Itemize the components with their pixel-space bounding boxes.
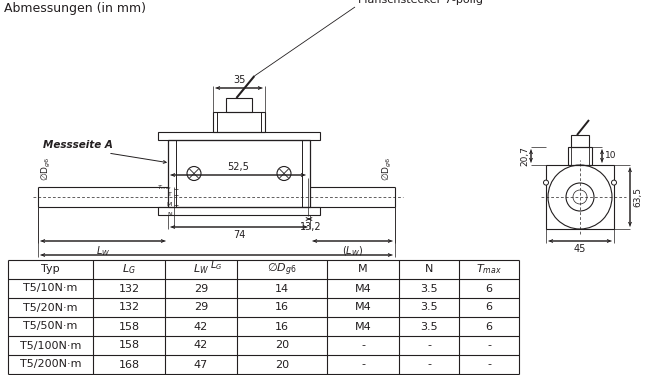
Text: -: - bbox=[427, 360, 431, 369]
Bar bbox=[568, 147, 592, 165]
Text: M4: M4 bbox=[355, 321, 371, 332]
Text: 3.5: 3.5 bbox=[420, 303, 438, 312]
Text: -: - bbox=[361, 360, 365, 369]
Text: 20: 20 bbox=[275, 340, 289, 351]
Text: 6: 6 bbox=[486, 303, 492, 312]
Text: 132: 132 bbox=[118, 303, 140, 312]
Text: 14: 14 bbox=[275, 284, 289, 294]
Text: 74: 74 bbox=[233, 230, 245, 240]
Text: 6: 6 bbox=[486, 321, 492, 332]
Text: 47: 47 bbox=[194, 360, 208, 369]
Text: 3.5: 3.5 bbox=[420, 321, 438, 332]
Bar bbox=[571, 135, 589, 147]
Text: 63,5: 63,5 bbox=[633, 187, 642, 207]
Text: 158: 158 bbox=[118, 340, 140, 351]
Circle shape bbox=[543, 180, 549, 185]
Text: N: N bbox=[167, 213, 172, 217]
Text: 52,5: 52,5 bbox=[227, 162, 249, 172]
Bar bbox=[226, 98, 252, 112]
Text: 42: 42 bbox=[194, 340, 208, 351]
Text: 45: 45 bbox=[574, 244, 586, 254]
Text: Typ: Typ bbox=[41, 264, 60, 274]
Text: -: - bbox=[487, 360, 491, 369]
Text: N: N bbox=[425, 264, 434, 274]
Bar bbox=[158, 207, 320, 215]
Bar bbox=[213, 112, 265, 132]
Text: T5/10N·m: T5/10N·m bbox=[23, 284, 78, 294]
Text: 168: 168 bbox=[118, 360, 140, 369]
Text: T5/100N·m: T5/100N·m bbox=[20, 340, 81, 351]
Text: $T_{max}$: $T_{max}$ bbox=[157, 183, 172, 192]
Text: $T_{max}$: $T_{max}$ bbox=[476, 262, 502, 276]
Text: M4: M4 bbox=[355, 303, 371, 312]
Text: M4: M4 bbox=[355, 284, 371, 294]
Text: T: T bbox=[168, 192, 172, 198]
Text: 20,7: 20,7 bbox=[520, 146, 529, 166]
Text: T5/50N·m: T5/50N·m bbox=[23, 321, 78, 332]
Text: 35: 35 bbox=[233, 75, 245, 85]
Text: $L_W$: $L_W$ bbox=[96, 244, 110, 258]
Text: $(L_W)$: $(L_W)$ bbox=[342, 244, 363, 258]
Text: 6: 6 bbox=[486, 284, 492, 294]
Text: Messseite A: Messseite A bbox=[43, 140, 113, 150]
Text: 3.5: 3.5 bbox=[420, 284, 438, 294]
Text: 132: 132 bbox=[118, 284, 140, 294]
Text: $\varnothing D_{g6}$: $\varnothing D_{g6}$ bbox=[267, 261, 297, 278]
Circle shape bbox=[611, 180, 617, 185]
Text: 158: 158 bbox=[118, 321, 140, 332]
Text: -: - bbox=[427, 340, 431, 351]
Text: 29: 29 bbox=[194, 284, 208, 294]
Text: -: - bbox=[361, 340, 365, 351]
Bar bbox=[158, 132, 320, 140]
Text: $\varnothing$D$_{g6}$: $\varnothing$D$_{g6}$ bbox=[39, 156, 53, 181]
Text: $\varnothing$D$_{g6}$: $\varnothing$D$_{g6}$ bbox=[381, 156, 393, 181]
Text: T5/20N·m: T5/20N·m bbox=[23, 303, 78, 312]
Bar bbox=[168, 140, 310, 207]
Text: $L_G$: $L_G$ bbox=[122, 262, 136, 276]
Text: 13,2: 13,2 bbox=[300, 222, 322, 232]
Text: Abmessungen (in mm): Abmessungen (in mm) bbox=[4, 2, 146, 15]
Text: 29: 29 bbox=[194, 303, 208, 312]
Text: 16: 16 bbox=[275, 321, 289, 332]
Text: M: M bbox=[358, 264, 368, 274]
Text: 10: 10 bbox=[605, 152, 617, 160]
Text: M: M bbox=[167, 202, 172, 207]
Text: 20: 20 bbox=[275, 360, 289, 369]
Text: Flanschstecker 7-polig: Flanschstecker 7-polig bbox=[358, 0, 483, 5]
Text: 42: 42 bbox=[194, 321, 208, 332]
Text: $L_W$: $L_W$ bbox=[193, 262, 209, 276]
Text: -: - bbox=[487, 340, 491, 351]
Text: $L_G$: $L_G$ bbox=[210, 258, 223, 272]
Text: T5/200N·m: T5/200N·m bbox=[20, 360, 81, 369]
Bar bbox=[546, 165, 614, 229]
Text: 16: 16 bbox=[275, 303, 289, 312]
